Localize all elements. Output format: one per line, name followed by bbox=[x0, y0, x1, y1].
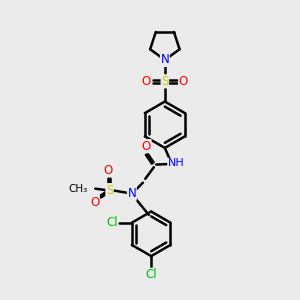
Text: CH₃: CH₃ bbox=[69, 184, 88, 194]
Text: NH: NH bbox=[168, 158, 184, 168]
Text: S: S bbox=[161, 75, 169, 88]
Text: N: N bbox=[128, 187, 136, 200]
Text: Cl: Cl bbox=[106, 216, 118, 229]
Text: O: O bbox=[90, 196, 99, 208]
Text: O: O bbox=[179, 75, 188, 88]
Text: O: O bbox=[142, 140, 151, 153]
Text: Cl: Cl bbox=[146, 268, 157, 281]
Text: O: O bbox=[142, 75, 151, 88]
Text: N: N bbox=[160, 53, 169, 66]
Text: O: O bbox=[104, 164, 113, 177]
Text: S: S bbox=[106, 184, 113, 196]
